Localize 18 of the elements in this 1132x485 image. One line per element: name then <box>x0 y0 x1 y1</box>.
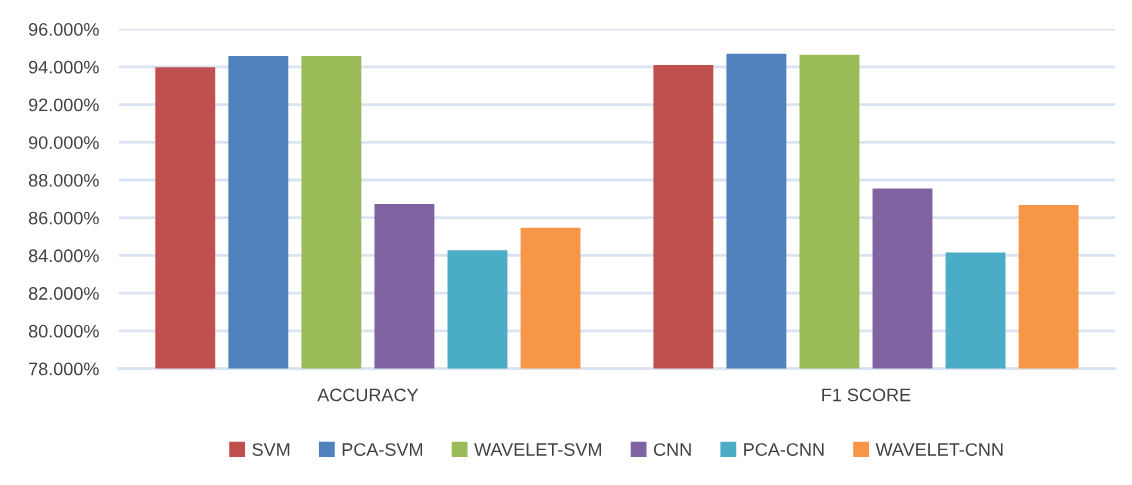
y-tick-label: 92.000% <box>28 98 99 112</box>
y-tick-label: 94.000% <box>28 60 99 74</box>
y-tick-label: 78.000% <box>29 362 99 376</box>
y-tick-label: 90.000% <box>28 136 99 149</box>
y-tick-label: 88.000% <box>28 173 99 187</box>
legend-label: PCA-SVM <box>342 443 423 456</box>
y-tick-label: 96.000% <box>28 23 99 36</box>
y-tick-label: 86.000% <box>28 211 99 225</box>
legend-label: WAVELET-SVM <box>474 443 602 456</box>
legend-label: SVM <box>252 443 290 456</box>
y-tick-label: 84.000% <box>28 249 99 263</box>
x-tick-label: F1 SCORE <box>822 388 911 402</box>
y-tick-label: 82.000% <box>28 287 99 300</box>
x-tick-label: ACCURACY <box>317 388 419 402</box>
legend-label: WAVELET-CNN <box>875 443 1003 456</box>
y-tick-label: 80.000% <box>28 324 99 338</box>
legend-label: CNN <box>653 443 691 456</box>
legend-label: PCA-CNN <box>744 443 824 456</box>
